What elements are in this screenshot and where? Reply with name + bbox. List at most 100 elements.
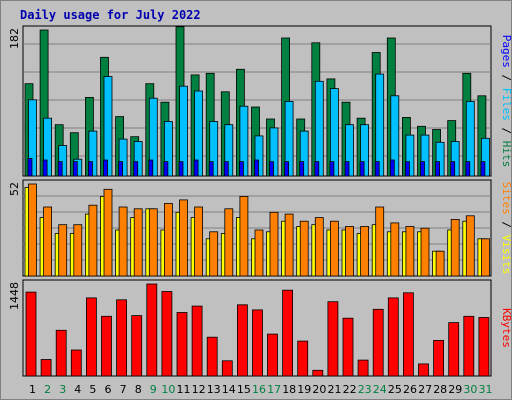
x-tick-label: 21 <box>328 383 342 396</box>
pages-bar <box>133 161 139 177</box>
sites-bar <box>58 224 68 277</box>
files-bar <box>133 141 143 177</box>
x-tick-label: 14 <box>222 383 236 396</box>
panel-visitors: 52 Sites / Visits <box>8 179 512 277</box>
pages-bar <box>238 161 244 177</box>
files-bar <box>58 145 68 177</box>
files-bar <box>480 137 490 177</box>
x-tick-label: 11 <box>177 383 191 396</box>
kbytes-bar <box>267 333 278 377</box>
kbytes-bar <box>372 308 384 377</box>
x-tick-label: 27 <box>418 383 432 396</box>
sites-bar <box>314 217 324 277</box>
sites-bar <box>299 220 309 277</box>
chart-panels: 182 Pages / Files / Hits 52 Sites / Visits 1… <box>8 25 512 377</box>
sites-bar <box>345 226 354 277</box>
files-bar <box>43 117 52 177</box>
files-bar <box>254 135 264 177</box>
kbytes-bar <box>101 315 112 377</box>
files-bar <box>450 141 460 177</box>
pages-bar <box>118 161 123 177</box>
x-tick-label: 1 <box>29 383 36 396</box>
y-max-label: 1448 <box>8 282 21 310</box>
kbytes-bar <box>70 349 82 377</box>
kbytes-bar <box>312 369 324 377</box>
kbytes-bar <box>402 292 414 377</box>
x-tick-label: 25 <box>388 383 402 396</box>
files-bar <box>163 121 173 177</box>
x-tick-label: 20 <box>312 383 326 396</box>
kbytes-bar <box>86 297 97 377</box>
files-bar <box>314 80 324 177</box>
x-tick-label: 23 <box>358 383 372 396</box>
side-legend: KBytes <box>500 308 512 348</box>
files-bar <box>118 138 128 177</box>
pages-bar <box>344 161 350 177</box>
pages-bar <box>435 161 441 177</box>
panel-requests: 182 Pages / Files / Hits <box>8 25 512 177</box>
kbytes-bar <box>252 309 263 377</box>
pages-bar <box>193 159 199 177</box>
pages-bar <box>208 161 214 177</box>
legend-hits: Hits <box>500 141 512 168</box>
sites-bar <box>329 220 339 277</box>
sites-bar <box>73 224 83 277</box>
files-bar <box>28 99 37 177</box>
kbytes-bar <box>116 299 127 377</box>
x-tick-label: 16 <box>252 383 266 396</box>
kbytes-bar <box>236 304 248 377</box>
x-axis-labels: 1 2 3 4 5 6 7 8 9 10 11 12 13 14 15 16 17 18 19 20 21 22 23 24 2… <box>29 383 493 396</box>
sites-bar <box>194 206 204 277</box>
pages-bar <box>163 161 169 177</box>
files-bar <box>329 88 339 177</box>
files-bar <box>299 130 309 177</box>
pages-bar <box>103 159 108 177</box>
legend-files: Files <box>500 88 512 121</box>
files-bar <box>465 101 475 177</box>
kbytes-bar <box>463 315 475 377</box>
files-bar <box>209 121 219 177</box>
pages-bar <box>329 161 335 177</box>
x-tick-label: 10 <box>161 383 175 396</box>
kbytes-bar <box>131 315 143 377</box>
files-bar <box>375 73 385 177</box>
x-tick-label: 17 <box>267 383 281 396</box>
files-bar <box>269 127 279 177</box>
pages-bar <box>72 161 78 177</box>
kbytes-bar <box>478 317 490 377</box>
pages-bar <box>480 161 486 177</box>
pages-bar <box>88 161 93 177</box>
sites-bar <box>465 215 475 277</box>
kbytes-bar <box>327 301 339 377</box>
pages-bar <box>404 161 410 177</box>
x-tick-label: 9 <box>150 383 157 396</box>
x-tick-label: 3 <box>59 383 66 396</box>
files-bar <box>148 97 158 177</box>
files-bar <box>345 124 354 177</box>
pages-bar <box>450 161 456 177</box>
x-tick-label: 19 <box>297 383 311 396</box>
sites-bar <box>405 226 415 277</box>
sites-bar <box>375 206 385 277</box>
sites-bar <box>239 195 249 277</box>
sites-bar <box>450 218 460 277</box>
legend-pages: Pages <box>500 35 512 68</box>
files-bar <box>284 101 294 177</box>
sites-bar <box>480 238 490 277</box>
pages-bar <box>284 161 290 177</box>
kbytes-bar <box>25 291 37 377</box>
files-bar <box>239 105 249 177</box>
files-bar <box>103 76 113 177</box>
legend-separator: / <box>500 68 512 88</box>
kbytes-bar <box>342 317 354 377</box>
files-bar <box>179 85 188 177</box>
x-tick-label: 4 <box>74 383 81 396</box>
pages-bar <box>223 161 229 177</box>
legend-separator: / <box>500 215 512 235</box>
sites-bar <box>224 208 234 277</box>
pages-bar <box>148 159 154 177</box>
x-tick-label: 6 <box>105 383 112 396</box>
pages-bar <box>420 161 425 177</box>
pages-bar <box>42 159 48 177</box>
